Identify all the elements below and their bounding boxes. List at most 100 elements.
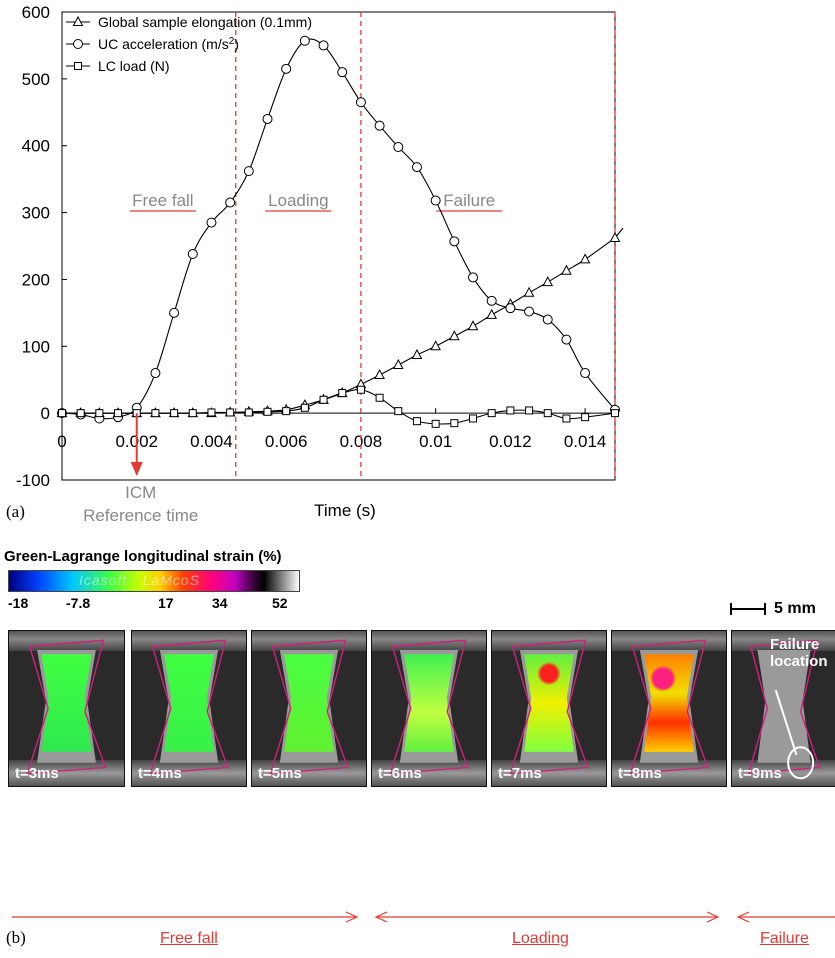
- data-point: [207, 408, 216, 417]
- data-point: [282, 407, 291, 416]
- data-point: [58, 409, 66, 418]
- data-point: [281, 63, 292, 74]
- dic-frame: t=9ms: [731, 630, 835, 787]
- data-point: [338, 389, 347, 398]
- data-point: [263, 407, 272, 416]
- data-point: [579, 253, 591, 264]
- legend-label: UC acceleration (m/s2): [98, 36, 239, 53]
- series-line: [61, 38, 616, 420]
- data-point: [506, 406, 515, 415]
- data-point: [449, 330, 460, 341]
- colorbar-watermark: Icasoft - LaMcoS: [79, 572, 201, 588]
- specimen-outline: [252, 631, 366, 786]
- annotations: ICM Reference time: [83, 413, 198, 525]
- specimen-outline: [732, 631, 835, 786]
- data-point: [319, 395, 328, 404]
- phase-label-0: Free fall: [132, 191, 193, 210]
- data-point: [523, 286, 535, 297]
- y-tick-label: 200: [22, 270, 50, 289]
- data-point: [430, 340, 441, 351]
- panel-b-label: (b): [6, 928, 26, 947]
- frame-time-label: t=3ms: [15, 765, 59, 782]
- strain-colorbar-title: Green-Lagrange longitudinal strain (%): [4, 548, 282, 565]
- phase-arrows: [12, 911, 835, 923]
- colorbar-tick: 17: [158, 595, 174, 611]
- strain-field: [644, 654, 694, 752]
- data-point: [150, 368, 161, 379]
- dic-frame: t=8ms: [611, 630, 727, 787]
- data-point: [430, 195, 441, 206]
- data-point: [581, 413, 590, 422]
- frame-time-label: t=6ms: [378, 765, 422, 782]
- strain-field: [284, 654, 334, 752]
- data-point: [299, 35, 310, 46]
- data-point: [337, 67, 348, 78]
- strain-field: [164, 654, 214, 752]
- x-tick-label: 0.004: [190, 432, 233, 451]
- series-group: [56, 35, 624, 428]
- specimen-outline: [9, 631, 124, 786]
- scale-bar-label: 5 mm: [774, 600, 816, 617]
- series-line: [62, 237, 616, 414]
- data-point: [355, 97, 366, 108]
- panel-a-label: (a): [6, 502, 25, 521]
- data-point: [469, 414, 478, 423]
- data-point: [226, 408, 235, 417]
- data-point: [392, 358, 404, 370]
- data-point: [486, 308, 498, 319]
- data-point: [411, 348, 423, 359]
- data-point: [375, 393, 384, 402]
- data-point: [187, 249, 198, 260]
- dic-frame: t=4ms: [131, 630, 247, 787]
- legend-label: Global sample elongation (0.1mm): [98, 14, 312, 30]
- failure-location-line1: Failure: [770, 636, 820, 653]
- data-point: [431, 419, 440, 428]
- x-tick-label: 0.008: [340, 432, 383, 451]
- data-point: [524, 306, 535, 317]
- phase-failure: Failure: [760, 930, 809, 947]
- scale-bar-line: [730, 603, 766, 615]
- phase-dividers: Free fall Loading Failure: [129, 12, 616, 480]
- data-point: [206, 217, 217, 228]
- legend-marker: [74, 62, 82, 70]
- data-point: [411, 162, 422, 173]
- icm-arrow-head: [130, 462, 143, 476]
- data-point: [95, 409, 104, 418]
- colorbar-tick: -7.8: [66, 595, 91, 611]
- y-tick-label: 500: [22, 70, 50, 89]
- data-point: [467, 320, 479, 331]
- data-point: [505, 303, 516, 314]
- data-point: [243, 166, 254, 177]
- colorbar-tick: -18: [8, 595, 29, 611]
- data-point: [225, 197, 236, 208]
- data-point: [525, 406, 534, 415]
- data-point: [561, 264, 572, 275]
- data-point: [169, 307, 180, 318]
- y-tick-label: 400: [22, 137, 50, 156]
- strain-field: [404, 654, 454, 752]
- data-point: [356, 385, 365, 394]
- dic-frame: t=5ms: [251, 630, 367, 787]
- frame-time-label: t=5ms: [258, 765, 302, 782]
- data-point: [487, 409, 496, 418]
- data-point: [374, 368, 385, 380]
- specimen-outline: [372, 631, 486, 786]
- data-point: [449, 236, 460, 247]
- frame-time-label: t=4ms: [138, 765, 182, 782]
- data-point: [394, 407, 403, 416]
- x-tick-label: 0.01: [419, 432, 452, 451]
- data-point: [170, 409, 179, 418]
- specimen-outline: [132, 631, 246, 786]
- data-point: [76, 409, 85, 418]
- x-tick-label: 0.014: [564, 432, 607, 451]
- data-point: [114, 409, 123, 418]
- x-tick-label: 0.006: [265, 432, 308, 451]
- data-point: [450, 419, 459, 428]
- icm-label: ICM: [125, 483, 156, 502]
- phase-loading: Loading: [512, 930, 569, 947]
- data-point: [412, 417, 421, 426]
- y-tick-label: 300: [22, 204, 50, 223]
- data-point: [151, 409, 160, 418]
- data-point: [468, 272, 479, 283]
- strain-field: [524, 654, 574, 752]
